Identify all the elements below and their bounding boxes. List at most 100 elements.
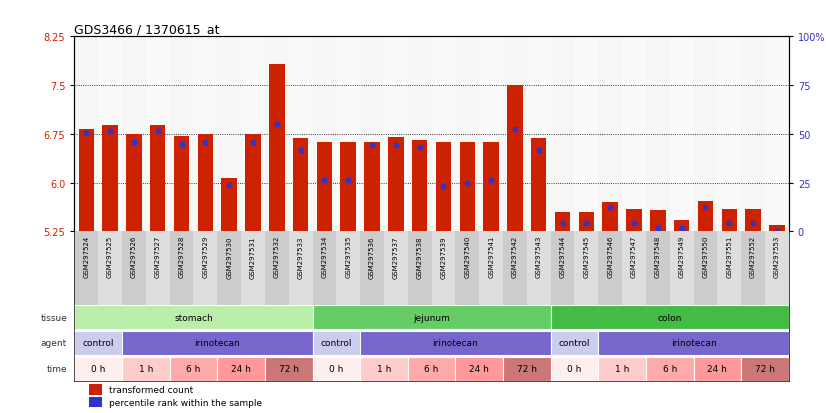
Bar: [575, 37, 598, 232]
Bar: [674, 221, 690, 232]
Bar: [455, 232, 479, 305]
Bar: [360, 37, 384, 232]
Bar: [408, 232, 431, 305]
Text: GSM297526: GSM297526: [131, 235, 137, 278]
Text: 0 h: 0 h: [329, 364, 344, 373]
Bar: [360, 232, 384, 305]
Bar: [551, 306, 789, 330]
Bar: [289, 232, 312, 305]
Point: [747, 220, 760, 227]
Point: [580, 220, 593, 227]
Bar: [598, 357, 646, 381]
Bar: [126, 135, 141, 232]
Bar: [555, 212, 570, 232]
Bar: [479, 232, 503, 305]
Bar: [717, 37, 741, 232]
Text: GSM297530: GSM297530: [226, 235, 232, 278]
Bar: [241, 37, 265, 232]
Point: [651, 225, 664, 232]
Text: GSM297532: GSM297532: [273, 235, 280, 278]
Text: agent: agent: [41, 339, 67, 348]
Text: GSM297547: GSM297547: [631, 235, 637, 278]
Bar: [122, 232, 145, 305]
Bar: [312, 331, 360, 355]
Bar: [193, 37, 217, 232]
Bar: [293, 139, 308, 232]
Bar: [217, 37, 241, 232]
Bar: [531, 139, 547, 232]
Point: [675, 225, 688, 232]
Bar: [741, 232, 765, 305]
Text: GSM297528: GSM297528: [178, 235, 184, 278]
Bar: [150, 126, 165, 232]
Bar: [88, 397, 102, 408]
Point: [175, 141, 188, 147]
Bar: [169, 357, 217, 381]
Bar: [575, 232, 598, 305]
Bar: [551, 331, 598, 355]
Bar: [455, 37, 479, 232]
Text: stomach: stomach: [174, 313, 213, 322]
Bar: [646, 357, 694, 381]
Bar: [122, 37, 145, 232]
Bar: [74, 357, 122, 381]
Bar: [336, 37, 360, 232]
Text: 0 h: 0 h: [567, 364, 582, 373]
Bar: [745, 209, 761, 232]
Bar: [579, 212, 594, 232]
Text: irinotecan: irinotecan: [433, 339, 478, 348]
Bar: [598, 37, 622, 232]
Text: GSM297550: GSM297550: [702, 235, 709, 278]
Bar: [717, 232, 741, 305]
Text: 6 h: 6 h: [662, 364, 677, 373]
Point: [723, 220, 736, 227]
Point: [103, 128, 116, 135]
Text: jejunum: jejunum: [413, 313, 450, 322]
Bar: [388, 138, 404, 232]
Point: [461, 180, 474, 187]
Bar: [527, 232, 551, 305]
Bar: [78, 130, 94, 232]
Bar: [622, 232, 646, 305]
Bar: [122, 357, 169, 381]
Bar: [169, 232, 193, 305]
Point: [270, 121, 283, 128]
Text: 1 h: 1 h: [377, 364, 392, 373]
Bar: [74, 331, 122, 355]
Bar: [431, 232, 455, 305]
Bar: [360, 331, 551, 355]
Text: 24 h: 24 h: [707, 364, 728, 373]
Bar: [122, 331, 312, 355]
Bar: [650, 211, 666, 232]
Bar: [312, 306, 551, 330]
Bar: [74, 306, 312, 330]
Bar: [221, 179, 237, 232]
Bar: [670, 232, 694, 305]
Bar: [765, 37, 789, 232]
Bar: [646, 37, 670, 232]
Bar: [431, 37, 455, 232]
Point: [437, 183, 450, 190]
Point: [246, 140, 259, 146]
Bar: [598, 232, 622, 305]
Point: [604, 204, 617, 211]
Text: transformed count: transformed count: [109, 385, 193, 394]
Bar: [269, 65, 284, 232]
Bar: [459, 143, 475, 232]
Text: GSM297544: GSM297544: [559, 235, 566, 278]
Bar: [316, 142, 332, 232]
Point: [508, 127, 521, 133]
Text: GSM297545: GSM297545: [583, 235, 590, 278]
Text: irinotecan: irinotecan: [671, 339, 716, 348]
Bar: [384, 232, 408, 305]
Point: [365, 142, 378, 149]
Bar: [336, 232, 360, 305]
Bar: [265, 37, 289, 232]
Text: control: control: [558, 339, 591, 348]
Bar: [626, 209, 642, 232]
Text: GSM297531: GSM297531: [250, 235, 256, 278]
Text: GSM297537: GSM297537: [393, 235, 399, 278]
Bar: [145, 37, 169, 232]
Bar: [408, 357, 455, 381]
Text: irinotecan: irinotecan: [194, 339, 240, 348]
